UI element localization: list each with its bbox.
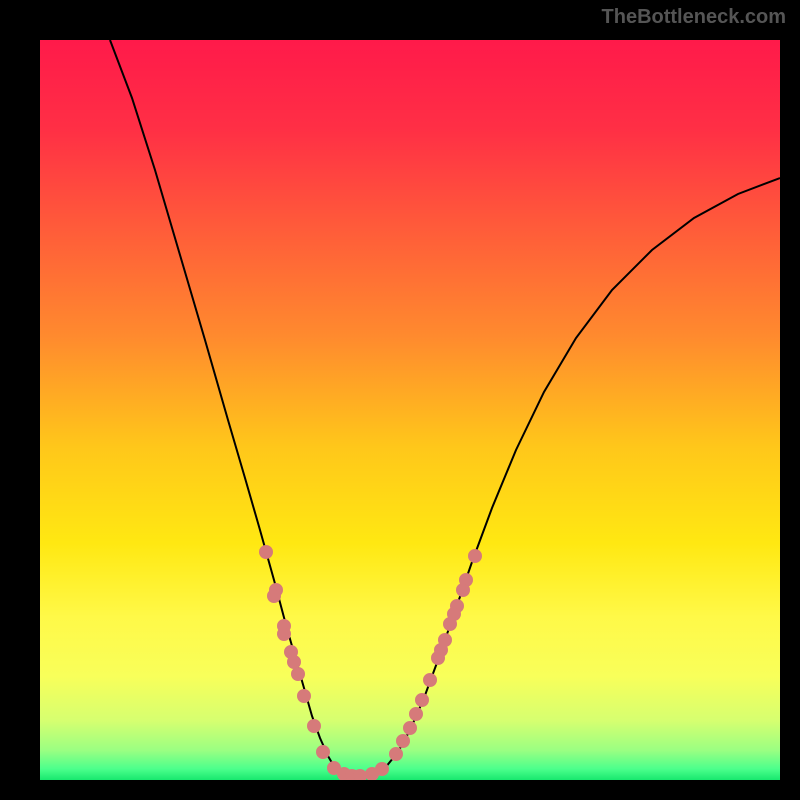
data-point — [376, 763, 389, 776]
data-point — [448, 608, 461, 621]
data-point — [416, 694, 429, 707]
data-point — [390, 748, 403, 761]
plot-area — [40, 40, 780, 780]
data-point — [469, 550, 482, 563]
data-point — [317, 746, 330, 759]
data-point — [397, 735, 410, 748]
data-point — [308, 720, 321, 733]
data-point — [404, 722, 417, 735]
data-point — [268, 590, 281, 603]
data-point — [457, 584, 470, 597]
data-point — [285, 646, 298, 659]
data-point — [410, 708, 423, 721]
data-point — [260, 546, 273, 559]
watermark-text: TheBottleneck.com — [602, 6, 786, 29]
data-point — [439, 634, 452, 647]
chart-svg — [40, 40, 780, 780]
data-markers — [260, 546, 482, 781]
data-point — [354, 770, 367, 781]
data-point — [292, 668, 305, 681]
bottleneck-curve — [110, 40, 780, 777]
data-point — [298, 690, 311, 703]
data-point — [278, 628, 291, 641]
data-point — [424, 674, 437, 687]
